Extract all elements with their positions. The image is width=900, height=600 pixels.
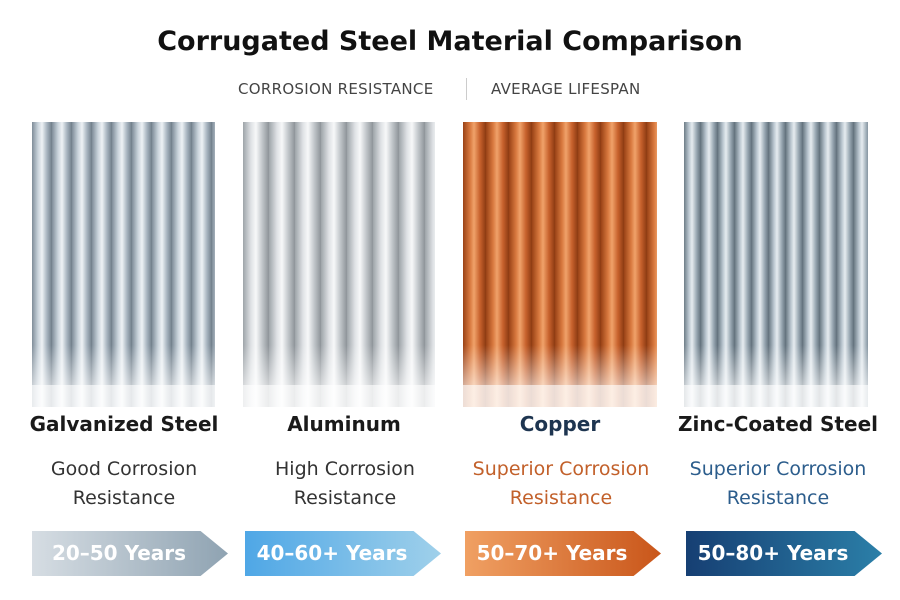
lifespan-arrow: 20–50 Years (32, 531, 228, 576)
reflection (684, 385, 868, 407)
material-description: High Corrosion Resistance (275, 458, 415, 509)
tab[interactable]: AVERAGE LIFESPAN (491, 80, 641, 98)
material-name: Copper (519, 412, 601, 436)
material-name: Zinc-Coated Steel (677, 412, 879, 436)
material-image (243, 122, 435, 385)
reflection (32, 385, 215, 407)
tab-divider (466, 78, 467, 100)
material-description: Superior Corrosion Resistance (472, 458, 650, 509)
lifespan-arrow: 50–80+ Years (686, 531, 882, 576)
material-image (32, 122, 215, 385)
lifespan-arrow: 50–70+ Years (465, 531, 661, 576)
reflection (463, 385, 657, 407)
material-image (463, 122, 657, 385)
material-image (684, 122, 868, 385)
reflection (243, 385, 435, 407)
material-description: Good Corrosion Resistance (50, 458, 198, 509)
tab[interactable]: CORROSION RESISTANCE (238, 80, 434, 98)
material-name: Galvanized Steel (29, 412, 219, 436)
title: Corrugated Steel Material Comparison (157, 26, 743, 57)
material-name: Aluminum (287, 412, 401, 436)
material-description: Superior Corrosion Resistance (689, 458, 867, 509)
lifespan-arrow: 40–60+ Years (245, 531, 441, 576)
